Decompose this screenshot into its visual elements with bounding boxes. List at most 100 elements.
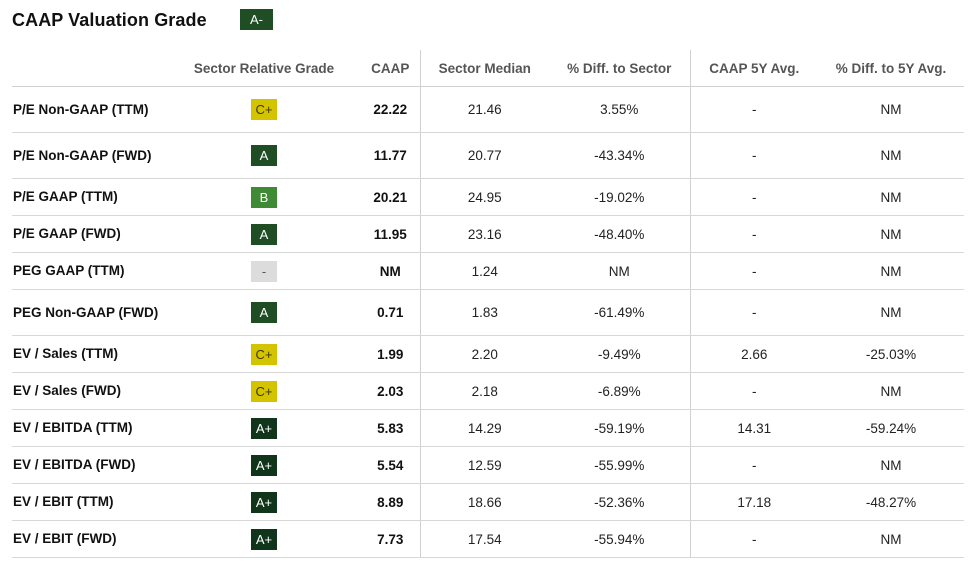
- grade-badge: A: [251, 302, 277, 323]
- caap-value-cell: 11.77: [361, 132, 421, 179]
- caap-value-cell: 5.83: [361, 409, 421, 447]
- metric-cell: P/E GAAP (FWD): [12, 215, 167, 253]
- diff-to-5y-avg-cell: NM: [818, 132, 964, 179]
- metric-cell: EV / EBITDA (TTM): [12, 409, 167, 447]
- diff-to-sector-cell: -6.89%: [549, 372, 691, 410]
- caap-value-cell: 5.54: [361, 446, 421, 484]
- metric-cell: P/E GAAP (TTM): [12, 178, 167, 216]
- table-row: EV / EBITDA (FWD) A+ 5.54 12.59 -55.99% - NM: [12, 446, 964, 484]
- diff-to-5y-avg-cell: NM: [818, 446, 964, 484]
- page-title: CAAP Valuation Grade: [12, 9, 207, 30]
- grade-cell: A+: [167, 409, 361, 447]
- caap-5y-avg-cell: -: [690, 86, 818, 133]
- sector-median-cell: 24.95: [420, 178, 549, 216]
- header-diff-to-5y-avg: % Diff. to 5Y Avg.: [818, 50, 964, 87]
- diff-to-sector-cell: -59.19%: [549, 409, 691, 447]
- sector-median-cell: 23.16: [420, 215, 549, 253]
- table-row: P/E GAAP (TTM) B 20.21 24.95 -19.02% - NM: [12, 178, 964, 216]
- grade-cell: A: [167, 289, 361, 336]
- caap-value-cell: 0.71: [361, 289, 421, 336]
- table-row: EV / Sales (FWD) C+ 2.03 2.18 -6.89% - NM: [12, 372, 964, 410]
- diff-to-5y-avg-cell: NM: [818, 372, 964, 410]
- caap-5y-avg-cell: -: [690, 520, 818, 558]
- caap-value-cell: 2.03: [361, 372, 421, 410]
- grade-cell: C+: [167, 335, 361, 373]
- header-caap-5y-avg: CAAP 5Y Avg.: [690, 50, 818, 87]
- diff-to-5y-avg-cell: NM: [818, 215, 964, 253]
- diff-to-sector-cell: 3.55%: [549, 86, 691, 133]
- header-caap: CAAP: [361, 50, 421, 87]
- table-header-row: Sector Relative Grade CAAP Sector Median…: [12, 50, 964, 87]
- header-metric: [12, 50, 167, 87]
- sector-median-cell: 14.29: [420, 409, 549, 447]
- sector-median-cell: 21.46: [420, 86, 549, 133]
- table-row: EV / EBIT (TTM) A+ 8.89 18.66 -52.36% 17.18 -4…: [12, 483, 964, 521]
- metric-cell: EV / Sales (FWD): [12, 372, 167, 410]
- diff-to-sector-cell: NM: [549, 252, 691, 290]
- grade-cell: C+: [167, 372, 361, 410]
- sector-median-cell: 1.24: [420, 252, 549, 290]
- grade-badge: -: [251, 260, 277, 282]
- grade-cell: C+: [167, 86, 361, 133]
- grade-badge: C+: [251, 343, 277, 365]
- metric-cell: EV / EBITDA (FWD): [12, 446, 167, 484]
- caap-value-cell: 11.95: [361, 215, 421, 253]
- grade-cell: A+: [167, 483, 361, 521]
- sector-median-cell: 17.54: [420, 520, 549, 558]
- sector-median-cell: 2.18: [420, 372, 549, 410]
- header-sector-median: Sector Median: [420, 50, 549, 87]
- grade-cell: A+: [167, 446, 361, 484]
- grade-badge: C+: [251, 99, 277, 120]
- caap-5y-avg-cell: -: [690, 215, 818, 253]
- diff-to-sector-cell: -55.94%: [549, 520, 691, 558]
- title-bar: CAAP Valuation Grade: [12, 8, 207, 32]
- caap-5y-avg-cell: -: [690, 178, 818, 216]
- diff-to-5y-avg-cell: NM: [818, 520, 964, 558]
- metric-cell: EV / EBIT (TTM): [12, 483, 167, 521]
- table-row: P/E Non-GAAP (TTM) C+ 22.22 21.46 3.55% - NM: [12, 86, 964, 133]
- caap-5y-avg-cell: -: [690, 252, 818, 290]
- table-row: EV / EBITDA (TTM) A+ 5.83 14.29 -59.19% 14.31…: [12, 409, 964, 447]
- grade-cell: B: [167, 178, 361, 216]
- table-row: PEG Non-GAAP (FWD) A 0.71 1.83 -61.49% - NM: [12, 289, 964, 336]
- diff-to-sector-cell: -48.40%: [549, 215, 691, 253]
- caap-5y-avg-cell: -: [690, 372, 818, 410]
- grade-badge: A+: [251, 417, 277, 439]
- caap-value-cell: 22.22: [361, 86, 421, 133]
- metric-cell: P/E Non-GAAP (TTM): [12, 86, 167, 133]
- metric-cell: P/E Non-GAAP (FWD): [12, 132, 167, 179]
- caap-5y-avg-cell: -: [690, 289, 818, 336]
- overall-grade-badge: A-: [240, 9, 273, 30]
- sector-median-cell: 1.83: [420, 289, 549, 336]
- diff-to-sector-cell: -55.99%: [549, 446, 691, 484]
- valuation-table: Sector Relative Grade CAAP Sector Median…: [12, 50, 964, 558]
- caap-5y-avg-cell: 17.18: [690, 483, 818, 521]
- grade-badge: A: [251, 145, 277, 166]
- diff-to-5y-avg-cell: -25.03%: [818, 335, 964, 373]
- metric-cell: PEG GAAP (TTM): [12, 252, 167, 290]
- diff-to-sector-cell: -61.49%: [549, 289, 691, 336]
- caap-value-cell: 8.89: [361, 483, 421, 521]
- grade-badge: C+: [251, 380, 277, 402]
- diff-to-sector-cell: -19.02%: [549, 178, 691, 216]
- sector-median-cell: 12.59: [420, 446, 549, 484]
- caap-value-cell: 7.73: [361, 520, 421, 558]
- sector-median-cell: 18.66: [420, 483, 549, 521]
- grade-cell: -: [167, 252, 361, 290]
- diff-to-sector-cell: -43.34%: [549, 132, 691, 179]
- caap-value-cell: 20.21: [361, 178, 421, 216]
- grade-badge: A+: [251, 491, 277, 513]
- diff-to-sector-cell: -52.36%: [549, 483, 691, 521]
- table-row: EV / EBIT (FWD) A+ 7.73 17.54 -55.94% - NM: [12, 520, 964, 558]
- metric-cell: EV / Sales (TTM): [12, 335, 167, 373]
- caap-value-cell: 1.99: [361, 335, 421, 373]
- metric-cell: EV / EBIT (FWD): [12, 520, 167, 558]
- grade-cell: A+: [167, 520, 361, 558]
- caap-5y-avg-cell: 2.66: [690, 335, 818, 373]
- sector-median-cell: 2.20: [420, 335, 549, 373]
- caap-5y-avg-cell: -: [690, 132, 818, 179]
- grade-cell: A: [167, 215, 361, 253]
- diff-to-5y-avg-cell: NM: [818, 252, 964, 290]
- grade-badge: A: [251, 223, 277, 245]
- grade-badge: A+: [251, 528, 277, 550]
